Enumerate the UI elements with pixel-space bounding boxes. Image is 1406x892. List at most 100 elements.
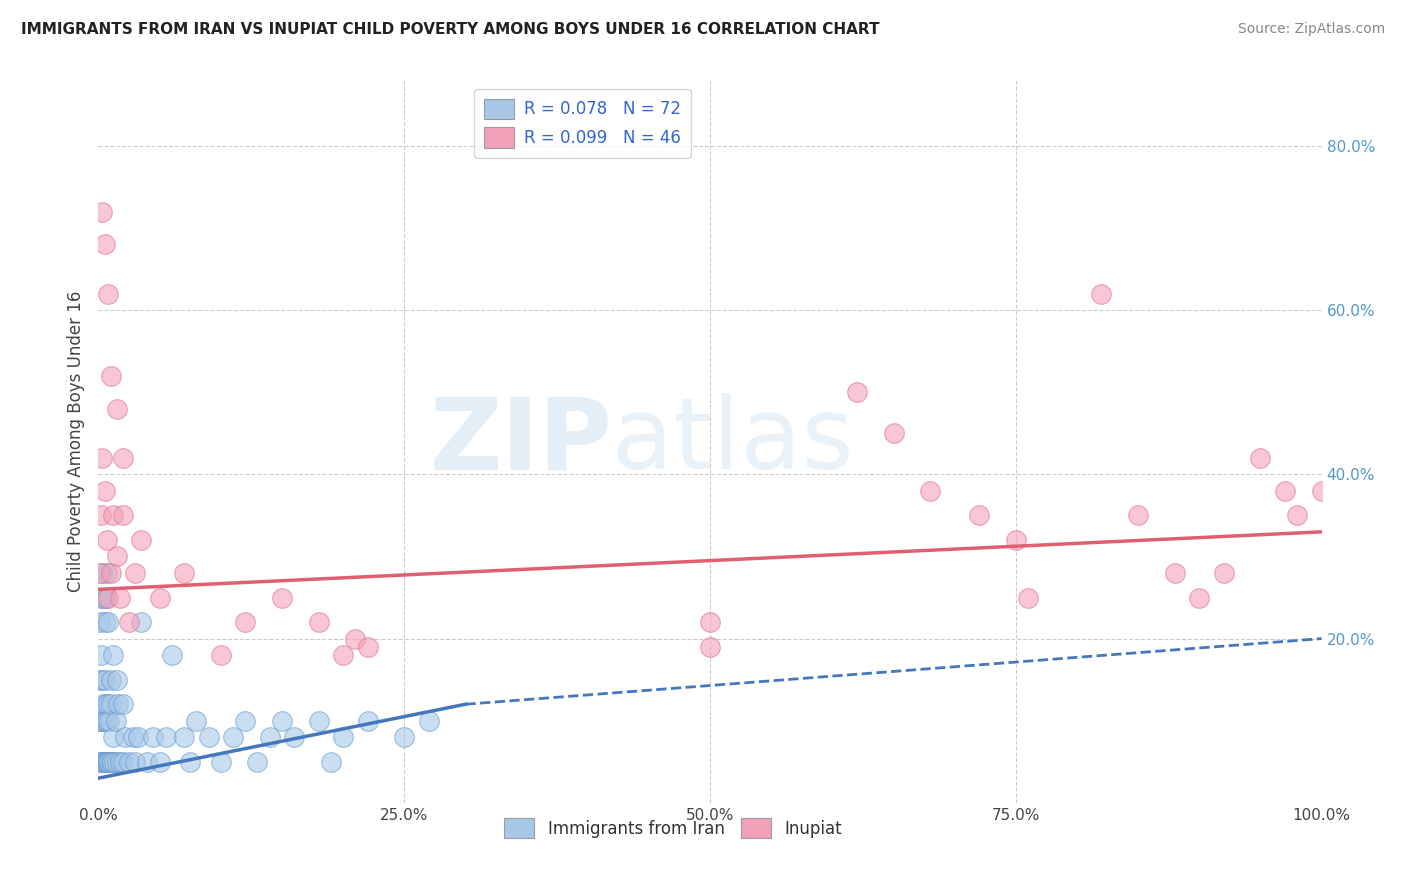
Point (699, 615, 721, 630)
Point (91, 204, 114, 219)
Point (96, 714, 118, 728)
Point (110, 755, 132, 769)
Text: ZIP: ZIP (429, 393, 612, 490)
Point (124, 755, 146, 769)
Text: IMMIGRANTS FROM IRAN VS INUPIAT CHILD POVERTY AMONG BOYS UNDER 16 CORRELATION CH: IMMIGRANTS FROM IRAN VS INUPIAT CHILD PO… (21, 22, 880, 37)
Point (105, 401, 128, 416)
Point (1188, 591, 1211, 605)
Point (98, 714, 121, 728)
Point (94, 591, 117, 605)
Point (101, 508, 124, 523)
Point (90, 508, 112, 523)
Point (160, 648, 183, 662)
Point (91, 450, 114, 465)
Point (93, 483, 115, 498)
Point (142, 730, 165, 744)
Point (91, 755, 114, 769)
Point (94, 698, 117, 712)
Point (97, 591, 120, 605)
Point (283, 730, 305, 744)
Point (1310, 483, 1333, 498)
Point (270, 591, 294, 605)
Point (209, 648, 232, 662)
Point (91, 698, 114, 712)
Point (91, 591, 114, 605)
Point (100, 698, 122, 712)
Point (110, 591, 132, 605)
Point (392, 730, 416, 744)
Point (93, 755, 115, 769)
Point (1274, 483, 1296, 498)
Point (845, 385, 868, 400)
Point (100, 673, 122, 687)
Point (129, 533, 152, 547)
Point (93, 714, 115, 728)
Point (97, 755, 120, 769)
Point (97, 286, 120, 301)
Point (356, 714, 378, 728)
Point (89, 673, 111, 687)
Point (308, 714, 330, 728)
Point (186, 714, 208, 728)
Point (93, 673, 115, 687)
Point (136, 755, 159, 769)
Point (259, 730, 281, 744)
Point (97, 615, 120, 630)
Point (118, 755, 141, 769)
Text: Source: ZipAtlas.com: Source: ZipAtlas.com (1237, 22, 1385, 37)
Point (149, 591, 172, 605)
Point (344, 632, 367, 646)
Point (89, 615, 111, 630)
Point (129, 615, 152, 630)
Point (319, 755, 342, 769)
Point (100, 368, 122, 383)
Point (111, 698, 134, 712)
Point (118, 615, 141, 630)
Point (93, 237, 115, 252)
Point (1249, 450, 1271, 465)
Point (155, 730, 177, 744)
Point (209, 755, 232, 769)
Point (114, 730, 136, 744)
Point (883, 426, 905, 441)
Y-axis label: Child Poverty Among Boys Under 16: Child Poverty Among Boys Under 16 (66, 291, 84, 592)
Point (332, 648, 354, 662)
Point (173, 566, 195, 580)
Point (418, 714, 440, 728)
Point (308, 615, 330, 630)
Point (90, 591, 112, 605)
Point (101, 648, 124, 662)
Point (111, 450, 134, 465)
Point (94, 755, 117, 769)
Point (90, 755, 112, 769)
Point (91, 673, 114, 687)
Point (233, 615, 256, 630)
Point (89, 566, 111, 580)
Point (90, 648, 112, 662)
Point (91, 755, 114, 769)
Point (91, 566, 114, 580)
Point (101, 755, 124, 769)
Point (107, 698, 129, 712)
Point (1286, 508, 1309, 523)
Point (121, 730, 143, 744)
Point (97, 698, 120, 712)
Point (96, 533, 118, 547)
Point (111, 755, 134, 769)
Point (100, 755, 122, 769)
Point (1004, 533, 1026, 547)
Text: atlas: atlas (612, 393, 853, 490)
Point (179, 755, 201, 769)
Point (105, 673, 128, 687)
Point (104, 714, 127, 728)
Point (149, 755, 172, 769)
Point (103, 755, 125, 769)
Point (127, 730, 149, 744)
Point (89, 714, 111, 728)
Point (1128, 508, 1150, 523)
Point (920, 483, 942, 498)
Point (246, 755, 269, 769)
Point (93, 615, 115, 630)
Point (111, 508, 134, 523)
Point (1164, 566, 1187, 580)
